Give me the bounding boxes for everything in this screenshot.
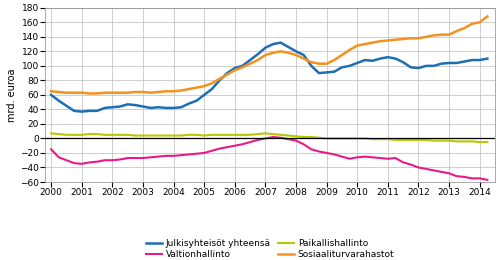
Y-axis label: mrd. euroa: mrd. euroa [7,68,17,122]
Valtionhallinto [469,177,475,180]
Valtionhallinto [377,157,383,160]
Paikallishallinto [339,137,345,140]
Julkisyhteisöt yhteensä [431,64,437,67]
Valtionhallinto [156,155,162,158]
Paikallishallinto [156,134,162,137]
Line: Paikallishallinto: Paikallishallinto [51,133,488,142]
Valtionhallinto [148,156,154,159]
Julkisyhteisöt yhteensä [469,58,475,62]
Line: Sosiaaliturvarahastot: Sosiaaliturvarahastot [51,16,488,93]
Valtionhallinto [270,135,276,139]
Sosiaaliturvarahastot [469,22,475,25]
Sosiaaliturvarahastot [423,35,429,38]
Paikallishallinto [476,140,482,144]
Sosiaaliturvarahastot [48,90,54,93]
Julkisyhteisöt yhteensä [385,56,391,59]
Sosiaaliturvarahastot [484,15,490,18]
Legend: Julkisyhteisöt yhteensä, Valtionhallinto, Paikallishallinto, Sosiaaliturvarahast: Julkisyhteisöt yhteensä, Valtionhallinto… [142,235,398,260]
Julkisyhteisöt yhteensä [78,110,84,113]
Julkisyhteisöt yhteensä [163,106,169,109]
Julkisyhteisöt yhteensä [354,61,360,64]
Paikallishallinto [462,140,468,143]
Sosiaaliturvarahastot [156,90,162,94]
Julkisyhteisöt yhteensä [156,106,162,109]
Valtionhallinto [423,167,429,171]
Paikallishallinto [48,132,54,135]
Sosiaaliturvarahastot [346,48,352,51]
Line: Valtionhallinto: Valtionhallinto [51,137,488,180]
Sosiaaliturvarahastot [377,40,383,43]
Line: Julkisyhteisöt yhteensä: Julkisyhteisöt yhteensä [51,43,488,112]
Julkisyhteisöt yhteensä [278,41,283,44]
Sosiaaliturvarahastot [163,90,169,93]
Paikallishallinto [370,138,376,141]
Valtionhallinto [484,178,490,181]
Paikallishallinto [484,140,490,144]
Julkisyhteisöt yhteensä [484,57,490,60]
Paikallishallinto [148,134,154,137]
Valtionhallinto [48,148,54,151]
Paikallishallinto [416,138,422,141]
Valtionhallinto [346,157,352,160]
Julkisyhteisöt yhteensä [48,93,54,96]
Sosiaaliturvarahastot [86,92,92,95]
